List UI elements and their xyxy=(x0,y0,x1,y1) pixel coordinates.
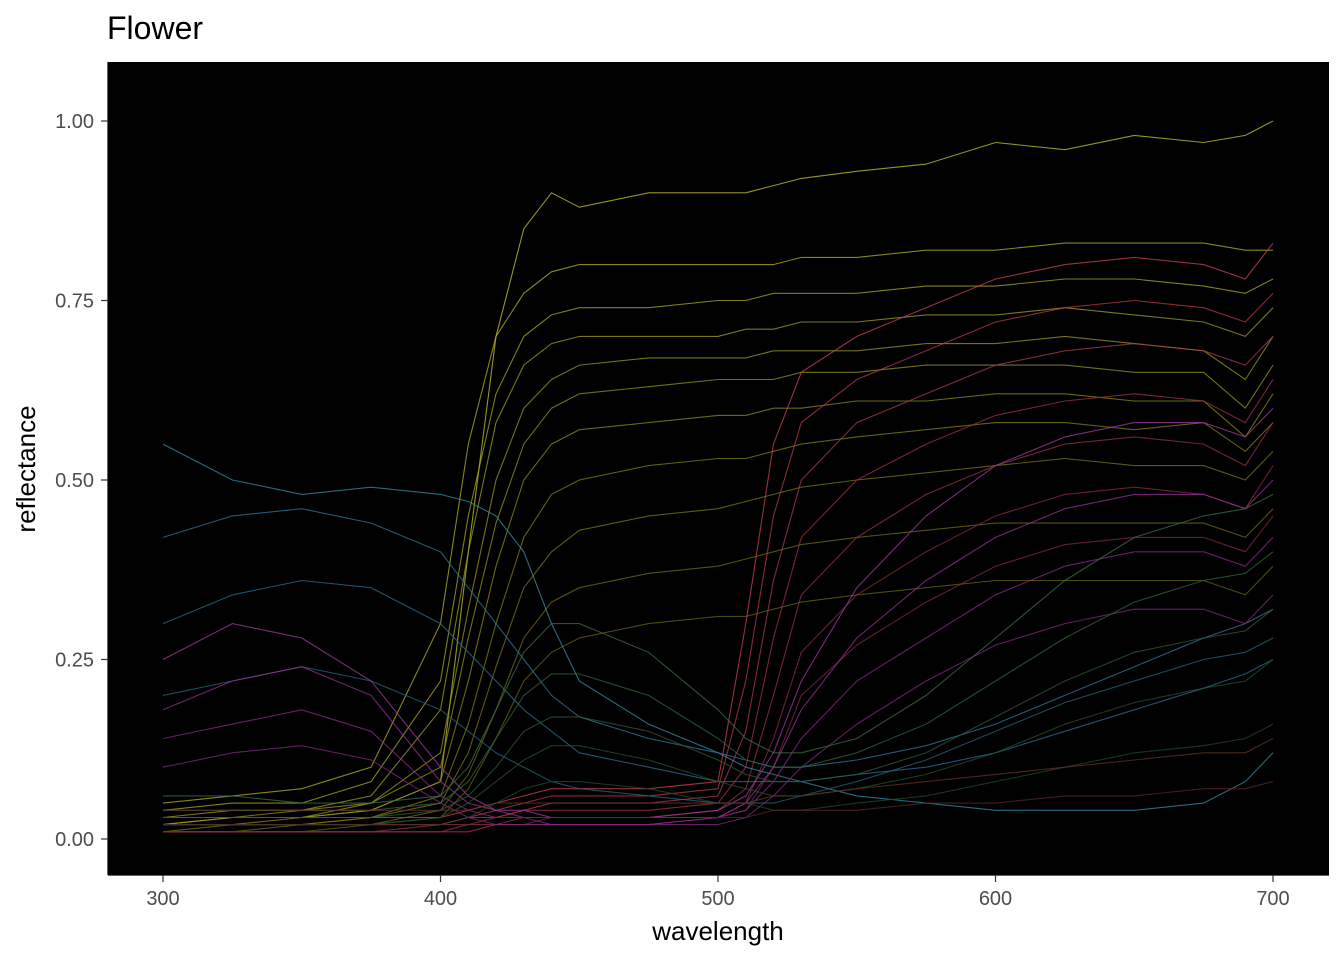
x-tick-label: 300 xyxy=(146,888,179,910)
series-line-9 xyxy=(162,450,1274,833)
y-tick-label: 0.50 xyxy=(55,470,94,492)
x-axis-ticks: 300 400 500 600 700 xyxy=(146,875,1290,910)
y-axis-title: reflectance xyxy=(11,405,41,532)
y-tick-label: 1.00 xyxy=(55,111,94,133)
series-line-6 xyxy=(163,364,1274,819)
x-tick-label: 700 xyxy=(1256,888,1289,910)
series-line-3 xyxy=(162,278,1274,811)
y-tick-label: 0.75 xyxy=(55,291,94,313)
x-tick-label: 400 xyxy=(424,888,457,910)
series-line-29 xyxy=(163,608,1274,819)
series-line-32 xyxy=(163,738,1274,811)
series-line-7 xyxy=(163,393,1274,826)
series-layer xyxy=(162,120,1274,833)
x-axis-title: wavelength xyxy=(651,916,784,946)
series-line-5 xyxy=(162,335,1274,826)
series-line-30 xyxy=(163,659,1274,826)
series-line-28 xyxy=(163,551,1274,811)
series-line-2 xyxy=(162,242,1273,804)
x-tick-label: 600 xyxy=(979,888,1012,910)
series-line-10 xyxy=(163,508,1274,833)
y-tick-label: 0.00 xyxy=(55,829,94,851)
x-tick-label: 500 xyxy=(701,888,734,910)
series-line-27 xyxy=(163,493,1274,804)
y-tick-label: 0.25 xyxy=(55,650,94,672)
series-line-20 xyxy=(162,508,1274,768)
series-line-8 xyxy=(163,422,1274,826)
series-line-33 xyxy=(163,781,1274,826)
series-line-23 xyxy=(162,407,1274,819)
chart-title: Flower xyxy=(107,10,203,46)
y-axis-ticks: 0.00 0.25 0.50 0.75 1.00 xyxy=(55,111,108,851)
series-line-26 xyxy=(162,594,1274,826)
